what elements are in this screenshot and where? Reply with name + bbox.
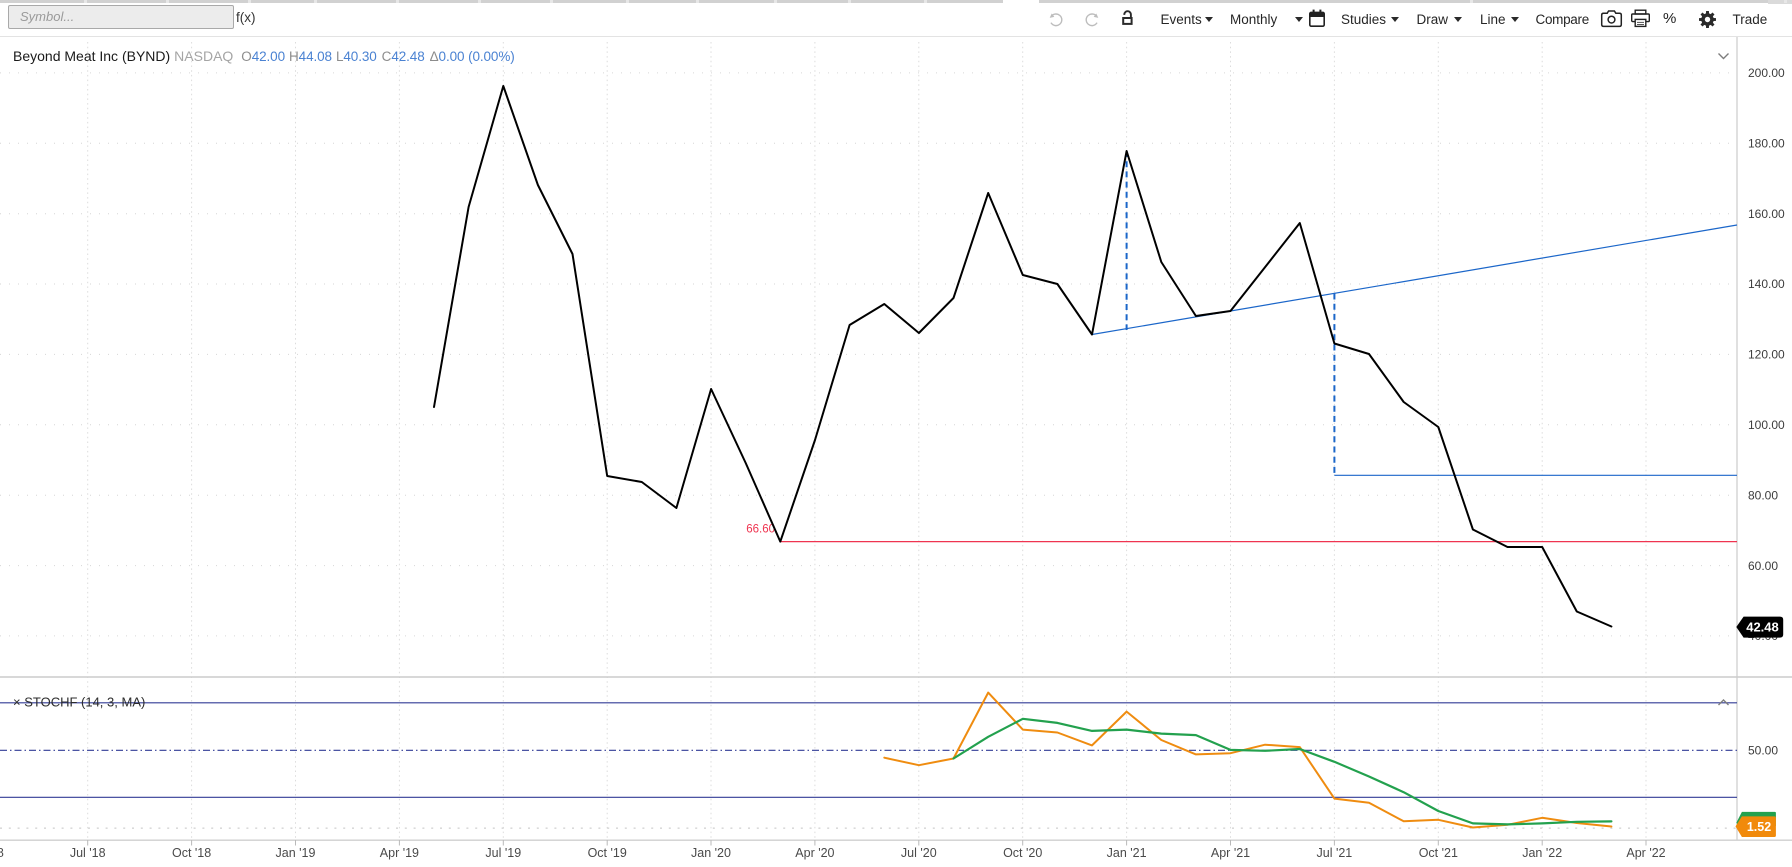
svg-text:120.00: 120.00 (1748, 348, 1785, 362)
svg-text:Oct '19: Oct '19 (588, 846, 627, 860)
svg-text:Jul '20: Jul '20 (901, 846, 937, 860)
svg-text:Apr '20: Apr '20 (795, 846, 834, 860)
svg-text:Apr '19: Apr '19 (380, 846, 419, 860)
svg-text:Jan '22: Jan '22 (1522, 846, 1562, 860)
svg-text:160.00: 160.00 (1748, 207, 1785, 221)
svg-text:Jan '20: Jan '20 (691, 846, 731, 860)
svg-text:Oct '21: Oct '21 (1419, 846, 1458, 860)
svg-text:Jul '19: Jul '19 (485, 846, 521, 860)
svg-text:60.00: 60.00 (1748, 559, 1778, 573)
svg-text:66.60: 66.60 (746, 524, 775, 536)
svg-text:Apr '22: Apr '22 (1626, 846, 1665, 860)
svg-text:80.00: 80.00 (1748, 488, 1778, 502)
svg-text:Jul '18: Jul '18 (70, 846, 106, 860)
svg-text:Jan '19: Jan '19 (276, 846, 316, 860)
svg-text:180.00: 180.00 (1748, 137, 1785, 151)
svg-text:100.00: 100.00 (1748, 418, 1785, 432)
svg-text:140.00: 140.00 (1748, 277, 1785, 291)
svg-text:200.00: 200.00 (1748, 66, 1785, 80)
svg-text:Oct '18: Oct '18 (172, 846, 211, 860)
svg-text:Apr '21: Apr '21 (1211, 846, 1250, 860)
svg-text:42.48: 42.48 (1746, 620, 1779, 635)
svg-text:1.52: 1.52 (1747, 820, 1771, 834)
svg-text:Oct '20: Oct '20 (1003, 846, 1042, 860)
svg-text:Jul '21: Jul '21 (1317, 846, 1353, 860)
svg-text:Jan '21: Jan '21 (1107, 846, 1147, 860)
svg-text:× STOCHF (14, 3, MA): × STOCHF (14, 3, MA) (13, 695, 145, 710)
svg-text:50.00: 50.00 (1748, 744, 1778, 758)
svg-text:Apr ’18: Apr ’18 (0, 846, 4, 860)
